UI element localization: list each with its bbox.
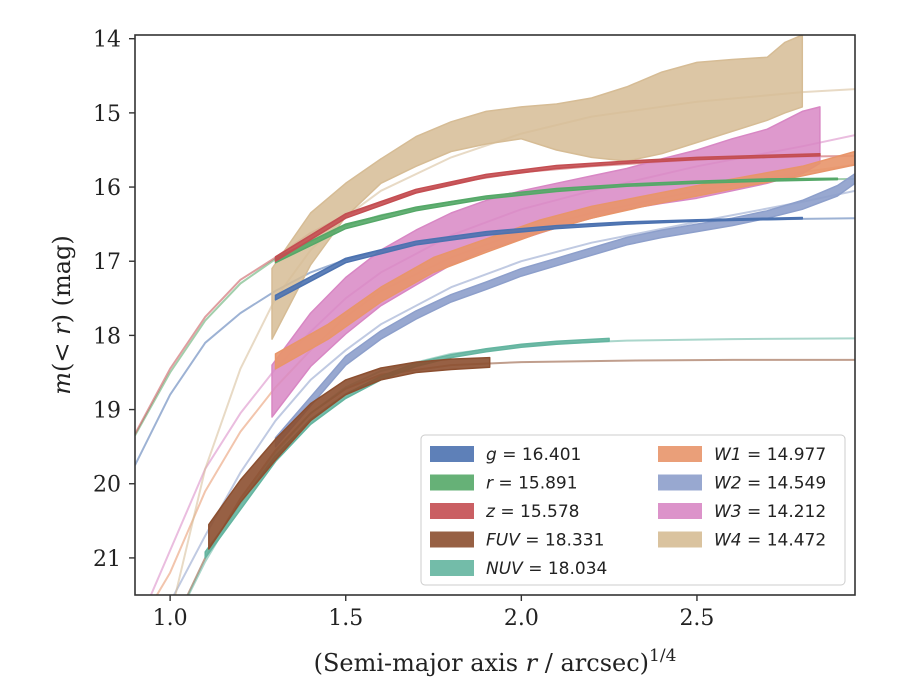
legend-equals: =	[742, 502, 767, 522]
data-band-r	[274, 177, 839, 264]
legend-total-mag: 14.472	[767, 531, 826, 551]
legend-box	[420, 434, 846, 586]
legend-label-w4: W4 = 14.472	[714, 531, 826, 551]
legend-band-name: g	[486, 445, 497, 465]
legend-swatch-nuv	[430, 560, 474, 576]
legend-label-w1: W1 = 14.977	[714, 445, 826, 465]
data-band-fuv	[208, 356, 491, 550]
y-tick-label: 18	[93, 324, 121, 349]
y-tick-label: 19	[93, 399, 121, 424]
legend-swatch-fuv	[430, 531, 474, 548]
legend-total-mag: 15.891	[518, 474, 577, 494]
data-band-w1	[274, 150, 855, 370]
y-tick-label: 14	[93, 28, 121, 53]
x-tick-label: 1.5	[328, 606, 363, 631]
legend-swatch-w4	[658, 531, 702, 548]
x-axis-title: (Semi-major axis r / arcsec)1/4	[314, 646, 677, 677]
y-tick-label: 20	[93, 473, 121, 498]
legend-total-mag: 14.549	[767, 474, 826, 494]
plot-frame	[134, 34, 856, 596]
y-axis-title-var: r	[48, 322, 76, 335]
legend-band-name: W3	[714, 502, 742, 522]
legend-band-name: r	[486, 474, 494, 494]
legend-swatch-g	[430, 446, 474, 462]
legend-band-name: FUV	[486, 531, 521, 551]
y-axis-title-close: ) (mag)	[48, 235, 76, 323]
x-axis-title-main: (Semi-major axis	[314, 649, 526, 677]
legend-total-mag: 16.401	[522, 445, 581, 465]
legend-swatch-z	[430, 503, 474, 519]
y-axis-ticks: 14 15 16 17 18 19 20 21	[93, 28, 135, 572]
x-tick-label: 1.0	[153, 606, 188, 631]
legend-equals: =	[520, 531, 545, 551]
x-axis-ticks: 1.0 1.5 2.0 2.5	[153, 595, 714, 631]
data-band-w4	[271, 35, 804, 340]
y-axis-title-open: (<	[48, 335, 76, 372]
legend-total-mag: 18.034	[548, 559, 607, 579]
x-tick-label: 2.0	[504, 606, 539, 631]
legend-band-name: W2	[714, 474, 742, 494]
legend-label-r: r = 15.891	[486, 474, 578, 494]
y-tick-label: 21	[93, 547, 121, 572]
legend-equals: =	[523, 559, 548, 579]
legend-total-mag: 15.578	[520, 502, 579, 522]
legend-swatch-w1	[658, 446, 702, 462]
x-axis-title-exponent: 1/4	[649, 646, 676, 666]
legend-label-z: z = 15.578	[485, 502, 579, 522]
legend-label-w3: W3 = 14.212	[714, 502, 826, 522]
legend-swatch-w3	[658, 503, 702, 519]
legend-total-mag: 14.212	[767, 502, 826, 522]
legend-band-name: z	[485, 502, 496, 522]
x-tick-label: 2.5	[679, 606, 714, 631]
legend-equals: =	[742, 474, 767, 494]
legend-band-name: NUV	[486, 559, 524, 579]
data-bands	[204, 35, 855, 559]
y-tick-label: 16	[93, 176, 121, 201]
x-axis-title-var: r	[526, 649, 539, 677]
legend-band-name: W4	[714, 531, 742, 551]
legend-label-w2: W2 = 14.549	[714, 474, 826, 494]
data-band-w2	[274, 172, 855, 448]
legend-equals: =	[742, 531, 767, 551]
legend-total-mag: 14.977	[767, 445, 826, 465]
legend-label-g: g = 16.401	[486, 445, 581, 465]
legend-total-mag: 18.331	[545, 531, 604, 551]
y-axis-title-main: m	[48, 372, 76, 395]
legend-label-nuv: NUV = 18.034	[486, 559, 607, 579]
y-axis-title: m(< r) (mag)	[48, 235, 76, 395]
data-band-g	[274, 216, 804, 301]
legend: g = 16.401 r = 15.891 z = 15.578 FUV = 18.3…	[420, 434, 846, 586]
x-axis-title-unit: / arcsec)	[537, 649, 649, 677]
legend-swatch-r	[430, 474, 474, 491]
legend-band-name: W1	[714, 445, 742, 465]
legend-equals: =	[742, 445, 767, 465]
data-band-z	[274, 152, 821, 262]
legend-label-fuv: FUV = 18.331	[486, 531, 604, 551]
legend-equals: =	[497, 445, 522, 465]
y-tick-label: 17	[93, 250, 121, 275]
legend-equals: =	[495, 502, 520, 522]
y-tick-label: 15	[93, 102, 121, 127]
legend-equals: =	[493, 474, 518, 494]
legend-swatch-w2	[658, 474, 702, 491]
